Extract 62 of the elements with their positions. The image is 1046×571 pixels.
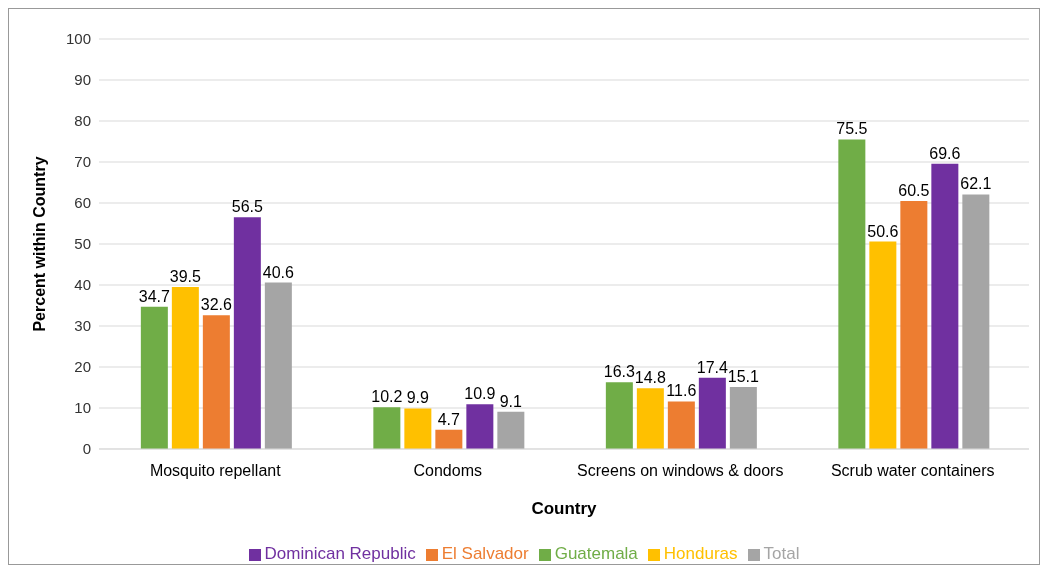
data-label: 39.5 [169, 268, 202, 286]
bar [435, 429, 463, 449]
legend-label: Total [763, 544, 800, 563]
bar [202, 315, 230, 449]
data-label: 56.5 [231, 198, 264, 216]
data-label: 15.1 [727, 368, 760, 386]
bar [636, 388, 664, 449]
y-tick-label: 100 [65, 30, 91, 48]
bar [466, 404, 494, 449]
data-label: 34.7 [138, 287, 171, 305]
bar [900, 200, 928, 449]
y-axis-title: Percent within Country [30, 156, 48, 332]
y-tick-label: 80 [74, 112, 91, 130]
data-label: 10.9 [464, 385, 496, 403]
y-tick-label: 0 [82, 440, 91, 458]
bar [605, 382, 633, 449]
data-label: 62.1 [960, 175, 992, 193]
y-tick-label: 40 [74, 276, 91, 294]
legend-label: Guatemala [554, 544, 638, 563]
x-axis-title: Country [531, 499, 598, 518]
bar [869, 241, 897, 449]
data-label: 60.5 [898, 181, 930, 199]
data-label: 10.2 [371, 388, 403, 406]
data-label: 9.9 [406, 389, 430, 407]
x-tick-label: Mosquito repellant [149, 462, 282, 480]
bar [404, 408, 432, 449]
data-label: 75.5 [836, 120, 868, 138]
bar [729, 387, 757, 449]
data-label: 11.6 [666, 382, 697, 400]
bar [171, 287, 199, 449]
legend-label: El Salvador [441, 544, 529, 563]
y-tick-label: 50 [74, 235, 91, 253]
y-tick-label: 60 [74, 194, 91, 212]
data-label: 32.6 [200, 296, 233, 314]
bar [838, 139, 866, 449]
y-tick-label: 20 [74, 358, 91, 376]
bar [698, 377, 726, 449]
data-label: 14.8 [634, 369, 667, 387]
y-tick-label: 70 [74, 153, 91, 171]
data-label: 9.1 [499, 392, 523, 410]
x-tick-label: Condoms [413, 462, 482, 480]
legend-label: Honduras [663, 544, 738, 563]
bar [962, 194, 990, 449]
bar [931, 163, 959, 449]
bar [497, 411, 525, 449]
data-label: 17.4 [696, 358, 729, 376]
y-tick-label: 90 [74, 71, 91, 89]
data-label: 69.6 [929, 144, 961, 162]
data-label: 4.7 [437, 410, 461, 428]
y-tick-label: 10 [74, 399, 91, 417]
bar [140, 306, 168, 449]
bar [667, 401, 695, 449]
data-label: 40.6 [262, 263, 295, 281]
x-tick-label: Scrub water containers [830, 462, 995, 480]
y-tick-label: 30 [74, 317, 91, 335]
bar [233, 217, 261, 449]
data-label: 16.3 [603, 363, 636, 381]
legend-label: Dominican Republic [264, 544, 416, 563]
bar [264, 282, 292, 449]
bar [373, 407, 401, 449]
x-tick-label: Screens on windows & doors [577, 462, 784, 480]
data-label: 50.6 [867, 222, 899, 240]
